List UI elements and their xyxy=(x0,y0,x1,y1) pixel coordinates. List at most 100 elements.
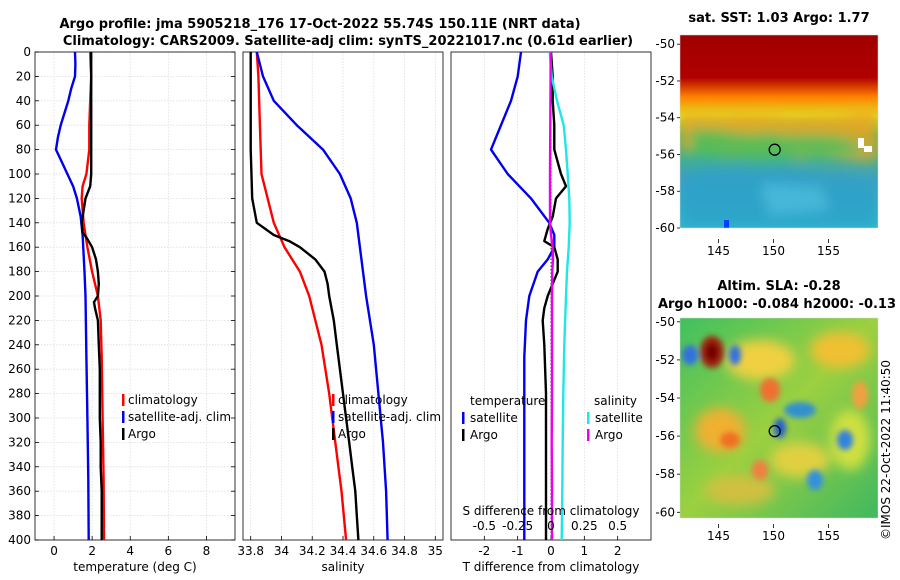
map-y-tick-label: -54 xyxy=(655,111,675,125)
y-tick-label: 60 xyxy=(16,118,31,132)
legend-label: satellite xyxy=(470,411,518,425)
map-x-tick-label: 150 xyxy=(762,244,785,258)
series-argo xyxy=(80,52,103,540)
series-satellite-adj-clim xyxy=(255,51,389,541)
legend-label: satellite xyxy=(595,411,643,425)
x-tick-label: 34.4 xyxy=(330,544,357,558)
x-axis-label: temperature (deg C) xyxy=(73,560,196,574)
legend-label: Argo xyxy=(470,428,498,442)
legend-label: Argo xyxy=(128,427,156,441)
y-tick-label: 240 xyxy=(8,338,31,352)
salinity-diff-tick-label: 0 xyxy=(547,519,555,533)
y-tick-label: 20 xyxy=(16,69,31,83)
map-x-tick-label: 155 xyxy=(817,529,840,543)
series-satellite-adj-clim xyxy=(54,51,90,541)
y-tick-label: 80 xyxy=(16,143,31,157)
x-tick-label: 6 xyxy=(165,544,173,558)
sst-map xyxy=(679,34,879,229)
figure-title-line2: Climatology: CARS2009. Satellite-adj cli… xyxy=(63,34,633,49)
map-title: sat. SST: 1.03 Argo: 1.77 xyxy=(688,11,869,26)
series-climatology xyxy=(255,51,348,541)
map-y-tick-label: -58 xyxy=(655,184,675,198)
map-y-tick-label: -60 xyxy=(655,221,675,235)
legend-swatch xyxy=(462,412,465,424)
map-y-tick-label: -58 xyxy=(655,467,675,481)
series-temperature-argo xyxy=(541,51,568,540)
x-tick-label: 8 xyxy=(203,544,211,558)
x-tick-label: 34.2 xyxy=(299,544,326,558)
x-tick-label: 2 xyxy=(614,544,622,558)
legend-swatch xyxy=(587,412,590,424)
y-tick-label: 100 xyxy=(8,167,31,181)
figure-title-line1: Argo profile: jma 5905218_176 17-Oct-202… xyxy=(59,17,580,32)
y-tick-label: 120 xyxy=(8,191,31,205)
map-title: Altim. SLA: -0.28 xyxy=(717,279,840,294)
legend-title-salinity: salinity xyxy=(594,394,637,408)
legend-label: satellite-adj. clim xyxy=(338,410,441,424)
difference-panel: -2 -1 0 1 2 T difference from climatology temp… xyxy=(450,51,652,574)
x-tick-label: 2 xyxy=(88,544,96,558)
y-tick-label: 220 xyxy=(8,313,31,327)
map-x-tick-label: 150 xyxy=(762,529,785,543)
map-y-tick-label: -60 xyxy=(655,505,675,519)
legend-label: Argo xyxy=(338,427,366,441)
salinity-diff-tick-label: 0.25 xyxy=(571,519,598,533)
x-tick-label: 33.8 xyxy=(237,544,264,558)
map-y-tick-label: -56 xyxy=(655,147,675,161)
sla-map xyxy=(679,317,879,519)
salinity-diff-tick-label: 0.5 xyxy=(608,519,627,533)
salinity-diff-tick-label: -0.5 xyxy=(473,519,496,533)
sla-map-axes: -50 -52 -54 -56 -58 -60 145 150 155 Altim. SLA: -… xyxy=(655,279,896,543)
series-salinity-argo xyxy=(548,51,555,540)
y-tick-label: 300 xyxy=(8,411,31,425)
y-tick-label: 340 xyxy=(8,460,31,474)
y-tick-label: 280 xyxy=(8,387,31,401)
legend-title-temperature: temperature xyxy=(470,394,545,408)
legend-label: climatology xyxy=(338,393,408,407)
salinity-panel: 33.8 34 34.2 34.4 34.6 34.8 35 salinity climatol… xyxy=(237,51,444,574)
map-subtitle: Argo h1000: -0.084 h2000: -0.13 xyxy=(658,297,896,312)
y-tick-label: 0 xyxy=(23,45,31,59)
argo-position-marker xyxy=(768,424,781,438)
x-axis-label: T difference from climatology xyxy=(462,560,640,574)
map-x-tick-label: 145 xyxy=(707,529,730,543)
y-tick-label: 160 xyxy=(8,240,31,254)
map-y-tick-label: -50 xyxy=(655,315,675,329)
map-x-tick-label: 145 xyxy=(707,244,730,258)
legend-label: Argo xyxy=(595,428,623,442)
map-y-tick-label: -50 xyxy=(655,37,675,51)
y-tick-label: 200 xyxy=(8,289,31,303)
y-tick-label: 180 xyxy=(8,265,31,279)
x-tick-label: 35 xyxy=(428,544,443,558)
x-tick-label: -1 xyxy=(512,544,524,558)
legend-swatch xyxy=(122,394,125,406)
sst-map-axes: -50 -52 -54 -56 -58 -60 145 150 155 sat. SST: 1.0… xyxy=(655,11,869,258)
legend-swatch xyxy=(122,428,125,440)
series-salinity-satellite xyxy=(548,51,571,541)
legend-swatch xyxy=(332,394,335,406)
temperature-panel: 0204060801001201401601802002202402602803… xyxy=(8,45,236,574)
x-tick-label: 4 xyxy=(126,544,134,558)
series-argo xyxy=(249,52,360,541)
imos-watermark: ©IMOS 22-Oct-2022 11:40:50 xyxy=(879,360,893,540)
map-y-tick-label: -54 xyxy=(655,391,675,405)
x-axis-label: salinity xyxy=(321,560,364,574)
argo-position-marker xyxy=(768,143,781,156)
y-tick-label: 400 xyxy=(8,533,31,547)
x-tick-label: 34.8 xyxy=(391,544,418,558)
legend-swatch xyxy=(462,429,465,441)
x-tick-label: 0 xyxy=(50,544,58,558)
map-y-tick-label: -56 xyxy=(655,429,675,443)
legend-swatch xyxy=(332,411,335,423)
legend-label: climatology xyxy=(128,393,198,407)
y-tick-label: 260 xyxy=(8,362,31,376)
x-tick-label: 34.6 xyxy=(360,544,387,558)
x-tick-label: 34 xyxy=(274,544,289,558)
legend-swatch xyxy=(122,411,125,423)
map-x-tick-label: 155 xyxy=(817,244,840,258)
salinity-diff-axis-label: S difference from climatology xyxy=(463,504,640,518)
y-tick-label: 40 xyxy=(16,94,31,108)
y-tick-label: 320 xyxy=(8,435,31,449)
x-tick-label: -2 xyxy=(478,544,490,558)
